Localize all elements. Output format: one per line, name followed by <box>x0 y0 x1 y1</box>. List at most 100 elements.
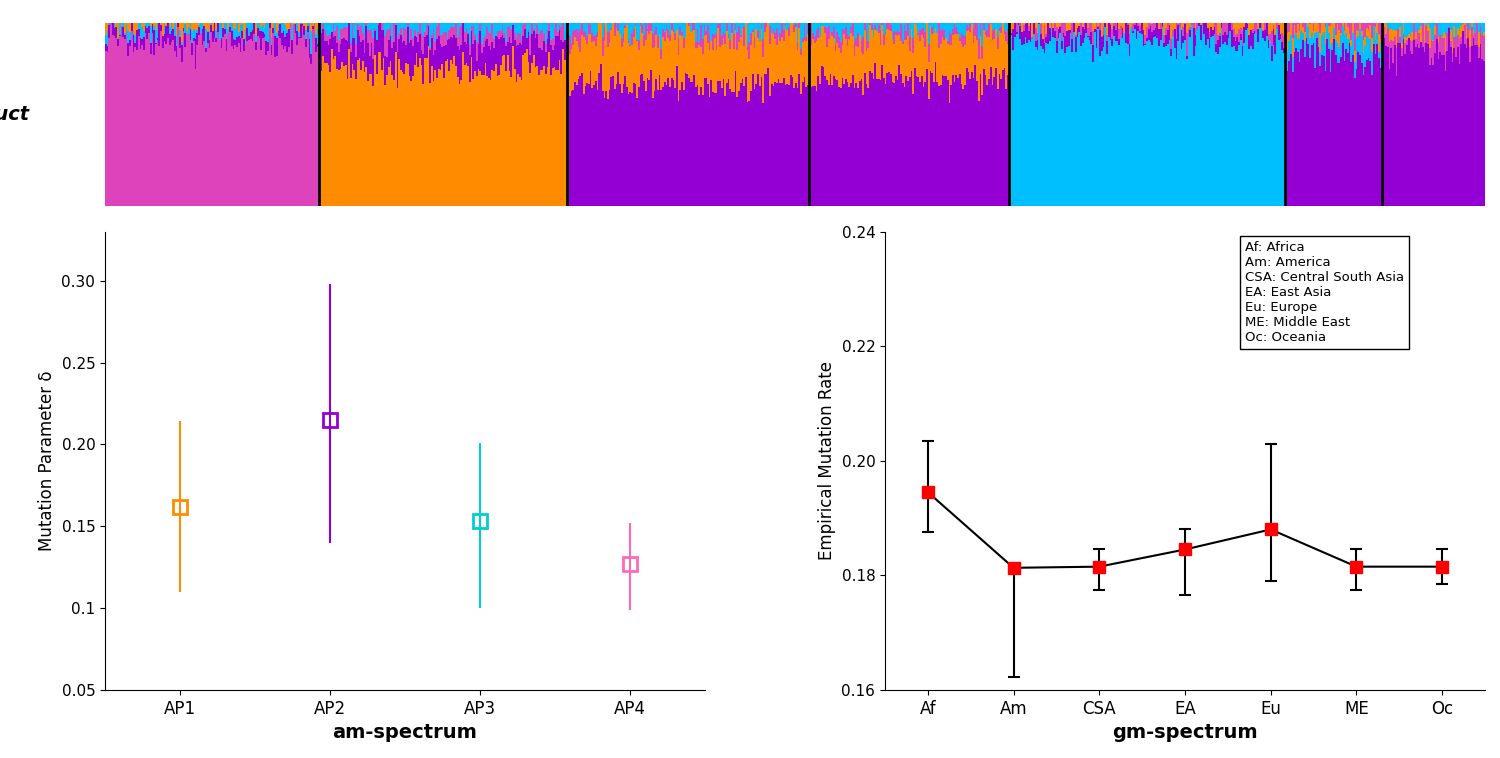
Bar <box>1340 57 1342 206</box>
Bar <box>1242 45 1244 55</box>
Bar <box>1102 47 1104 206</box>
Bar <box>1248 23 1250 35</box>
Bar <box>452 64 453 206</box>
Bar <box>1202 25 1203 206</box>
Bar <box>952 75 954 206</box>
Bar <box>1365 67 1366 206</box>
Bar <box>609 23 610 31</box>
Bar <box>170 23 171 27</box>
Bar <box>580 74 584 206</box>
Bar <box>126 31 128 206</box>
Bar <box>1419 30 1420 33</box>
Bar <box>372 86 374 206</box>
Bar <box>1371 75 1372 206</box>
Bar <box>573 90 574 206</box>
Bar <box>600 64 602 206</box>
Bar <box>1095 23 1098 30</box>
Bar <box>642 24 644 33</box>
Bar <box>441 35 442 47</box>
Bar <box>778 23 780 37</box>
Bar <box>922 27 924 39</box>
Bar <box>320 23 321 26</box>
Bar <box>138 29 140 36</box>
Bar <box>182 61 183 206</box>
Bar <box>1280 23 1281 34</box>
Bar <box>621 39 622 47</box>
Bar <box>416 53 417 206</box>
Bar <box>1230 31 1232 206</box>
Bar <box>1044 53 1046 206</box>
Bar <box>756 29 758 84</box>
Bar <box>856 33 859 48</box>
Bar <box>986 36 987 75</box>
Bar <box>141 23 142 27</box>
Bar <box>278 25 279 31</box>
Bar <box>693 30 694 75</box>
Bar <box>678 101 680 206</box>
Bar <box>369 30 370 56</box>
Bar <box>1359 30 1360 55</box>
Bar <box>1089 23 1090 36</box>
Bar <box>948 31 951 45</box>
Bar <box>681 82 682 206</box>
Bar <box>741 27 744 28</box>
Bar <box>132 23 135 31</box>
Bar <box>1384 33 1388 46</box>
Bar <box>921 23 922 27</box>
Bar <box>645 40 646 92</box>
Bar <box>790 75 792 206</box>
Bar <box>740 36 741 83</box>
Bar <box>1266 23 1268 36</box>
Bar <box>1148 40 1149 206</box>
Bar <box>154 23 158 30</box>
Bar <box>675 23 676 33</box>
Bar <box>126 23 128 31</box>
Bar <box>1347 54 1348 206</box>
Bar <box>435 49 436 70</box>
Bar <box>274 36 276 58</box>
Bar <box>615 23 618 29</box>
Bar <box>150 43 152 55</box>
Bar <box>326 23 327 36</box>
Bar <box>184 33 186 46</box>
Bar <box>782 23 783 37</box>
Bar <box>682 90 684 206</box>
Bar <box>198 25 200 27</box>
Bar <box>618 72 620 206</box>
Bar <box>524 53 526 206</box>
Bar <box>219 23 220 40</box>
Bar <box>1068 23 1070 30</box>
Bar <box>1035 41 1036 48</box>
Bar <box>969 24 970 33</box>
Bar <box>400 27 402 36</box>
Bar <box>1272 45 1275 206</box>
Bar <box>264 28 266 34</box>
Bar <box>1378 52 1380 58</box>
Bar <box>1323 32 1324 56</box>
Bar <box>333 23 334 37</box>
Bar <box>118 23 120 35</box>
Bar <box>303 35 304 206</box>
Bar <box>453 27 454 35</box>
Bar <box>722 45 723 88</box>
Bar <box>1254 34 1256 206</box>
Bar <box>878 33 879 79</box>
Bar <box>158 40 159 206</box>
Bar <box>1268 40 1269 48</box>
Bar <box>908 23 909 36</box>
Bar <box>282 31 285 49</box>
Bar <box>1374 23 1377 27</box>
Bar <box>1276 23 1278 30</box>
Bar <box>992 23 993 31</box>
Bar <box>144 23 147 26</box>
Bar <box>782 37 783 83</box>
Bar <box>1034 23 1035 34</box>
Bar <box>309 23 310 39</box>
Bar <box>688 23 690 26</box>
Bar <box>496 23 498 31</box>
Bar <box>1168 23 1170 25</box>
Bar <box>1270 61 1274 206</box>
Bar <box>480 24 482 32</box>
Bar <box>699 45 700 96</box>
Bar <box>1452 23 1454 39</box>
